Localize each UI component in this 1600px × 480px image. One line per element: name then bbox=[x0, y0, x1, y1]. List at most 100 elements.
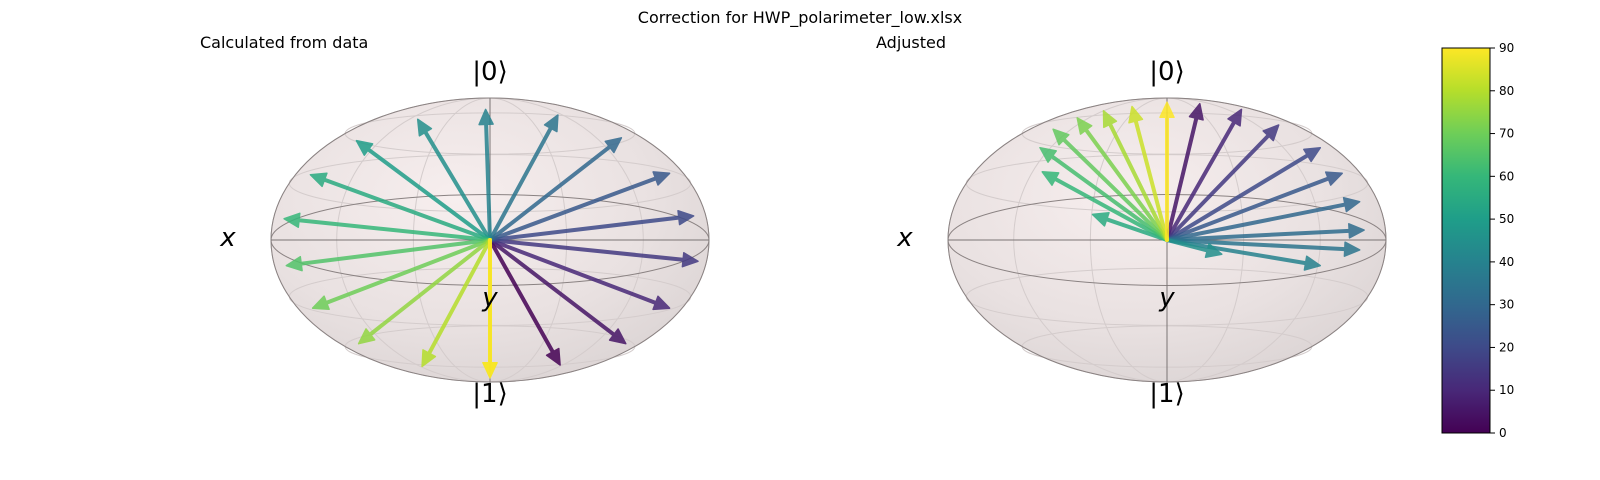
colorbar-tick-label: 80 bbox=[1499, 84, 1514, 98]
bloch-vector bbox=[488, 238, 699, 268]
axis-label-ket0: |0⟩ bbox=[1149, 57, 1184, 87]
colorbar: 0 10 20 30 40 50 60 70 80 90 bbox=[1441, 41, 1514, 440]
axis-label-y: y bbox=[1158, 283, 1175, 313]
vector-arrowhead bbox=[1348, 223, 1365, 239]
axis-label-ket1: |1⟩ bbox=[1149, 379, 1184, 409]
vector-arrowhead bbox=[1159, 101, 1175, 119]
vector-group bbox=[1039, 101, 1365, 271]
bloch-vector bbox=[1052, 128, 1169, 242]
bloch-vector bbox=[416, 118, 492, 242]
vector-arrowhead bbox=[652, 295, 671, 311]
vector-shaft bbox=[368, 238, 492, 337]
vector-arrowhead bbox=[652, 171, 671, 186]
vector-arrowhead bbox=[604, 137, 623, 154]
vector-arrowhead bbox=[1041, 171, 1060, 186]
vector-shaft bbox=[488, 238, 658, 305]
bloch-vector bbox=[309, 172, 492, 242]
bloch-vector bbox=[1039, 146, 1169, 242]
colorbar-tick-label: 40 bbox=[1499, 255, 1514, 269]
bloch-vector bbox=[1102, 110, 1169, 242]
vector-arrowhead bbox=[1039, 146, 1057, 163]
vector-arrowhead bbox=[677, 209, 695, 226]
vector-shaft bbox=[1165, 116, 1199, 242]
vector-shaft bbox=[488, 238, 686, 262]
bloch-vector bbox=[283, 212, 492, 242]
vector-arrowhead bbox=[416, 118, 433, 137]
vector-arrowhead bbox=[1091, 211, 1110, 227]
vector-shaft bbox=[1050, 154, 1169, 242]
bloch-panel-calculated: Calculated from data x y |0⟩ |1⟩ bbox=[200, 33, 710, 409]
vector-arrowhead bbox=[1204, 242, 1223, 258]
vector-shaft bbox=[1061, 137, 1169, 242]
vector-arrowhead bbox=[1303, 146, 1322, 163]
vector-shaft bbox=[1053, 177, 1169, 242]
vector-shaft bbox=[324, 238, 492, 305]
vector-shaft bbox=[488, 238, 555, 354]
vector-arrowhead bbox=[1303, 255, 1322, 271]
vector-shaft bbox=[423, 130, 492, 242]
bloch-vector bbox=[1165, 108, 1243, 242]
vector-arrowhead bbox=[1052, 128, 1070, 146]
panel-title-calculated: Calculated from data bbox=[200, 33, 368, 52]
vector-arrowhead bbox=[608, 328, 627, 345]
panel-title-adjusted: Adjusted bbox=[876, 33, 946, 52]
bloch-vector bbox=[1159, 101, 1175, 242]
bloch-vector bbox=[1165, 196, 1361, 242]
bloch-vector bbox=[488, 238, 627, 345]
bloch-vector bbox=[1041, 171, 1169, 242]
bloch-vector bbox=[488, 114, 559, 242]
bloch-vector bbox=[478, 108, 494, 242]
bloch-vector bbox=[482, 238, 498, 379]
vector-shaft bbox=[1165, 228, 1352, 242]
bloch-vector bbox=[355, 139, 492, 242]
colorbar-tick-label: 10 bbox=[1499, 383, 1514, 397]
colorbar-tick-label: 30 bbox=[1499, 298, 1514, 312]
figure-title: Correction for HWP_polarimeter_low.xlsx bbox=[638, 8, 962, 28]
bloch-vector bbox=[1165, 146, 1322, 242]
vector-shaft bbox=[297, 218, 492, 242]
bloch-vector bbox=[311, 238, 492, 311]
vector-shaft bbox=[1165, 133, 1271, 242]
axis-label-ket1: |1⟩ bbox=[472, 379, 507, 409]
vector-shaft bbox=[366, 147, 492, 242]
bloch-vector bbox=[1165, 238, 1322, 271]
axis-label-y: y bbox=[481, 283, 498, 313]
vector-shaft bbox=[1108, 122, 1169, 242]
bloch-vector bbox=[1165, 238, 1361, 257]
vector-arrowhead bbox=[283, 212, 301, 228]
vector-shaft bbox=[1165, 238, 1210, 253]
vector-shaft bbox=[488, 238, 616, 337]
colorbar-tick-label: 90 bbox=[1499, 41, 1514, 55]
bloch-vector bbox=[1076, 117, 1169, 242]
bloch-panel-adjusted: Adjusted x y |0⟩ |1⟩ bbox=[876, 33, 1387, 409]
vector-arrowhead bbox=[1188, 102, 1204, 121]
bloch-vector bbox=[421, 238, 492, 368]
axis-label-ket0: |0⟩ bbox=[472, 57, 507, 87]
colorbar-tick-label: 70 bbox=[1499, 127, 1514, 141]
vector-arrowhead bbox=[545, 347, 561, 366]
bloch-vector bbox=[488, 209, 695, 242]
vector-shaft bbox=[1165, 202, 1348, 242]
vector-shaft bbox=[427, 238, 492, 356]
bloch-vector bbox=[1165, 171, 1343, 242]
vector-arrowhead bbox=[482, 361, 498, 379]
bloch-vector bbox=[1128, 105, 1169, 242]
vector-shaft bbox=[322, 177, 492, 242]
vector-shaft bbox=[488, 176, 658, 242]
vector-arrowhead bbox=[1342, 196, 1361, 213]
vector-arrowhead bbox=[285, 255, 303, 272]
vector-arrowhead bbox=[478, 108, 494, 126]
vector-arrowhead bbox=[1076, 117, 1093, 135]
vector-arrowhead bbox=[355, 139, 374, 156]
colorbar-gradient bbox=[1441, 47, 1491, 434]
vector-arrowhead bbox=[1343, 241, 1361, 257]
vector-arrowhead bbox=[357, 328, 376, 345]
vector-shaft bbox=[1165, 238, 1308, 266]
vector-shaft bbox=[1165, 176, 1331, 242]
colorbar-tick-label: 60 bbox=[1499, 169, 1514, 183]
bloch-vector bbox=[488, 137, 623, 242]
vector-shaft bbox=[488, 144, 612, 242]
axis-label-x: x bbox=[896, 223, 913, 253]
vector-shaft bbox=[299, 238, 492, 266]
